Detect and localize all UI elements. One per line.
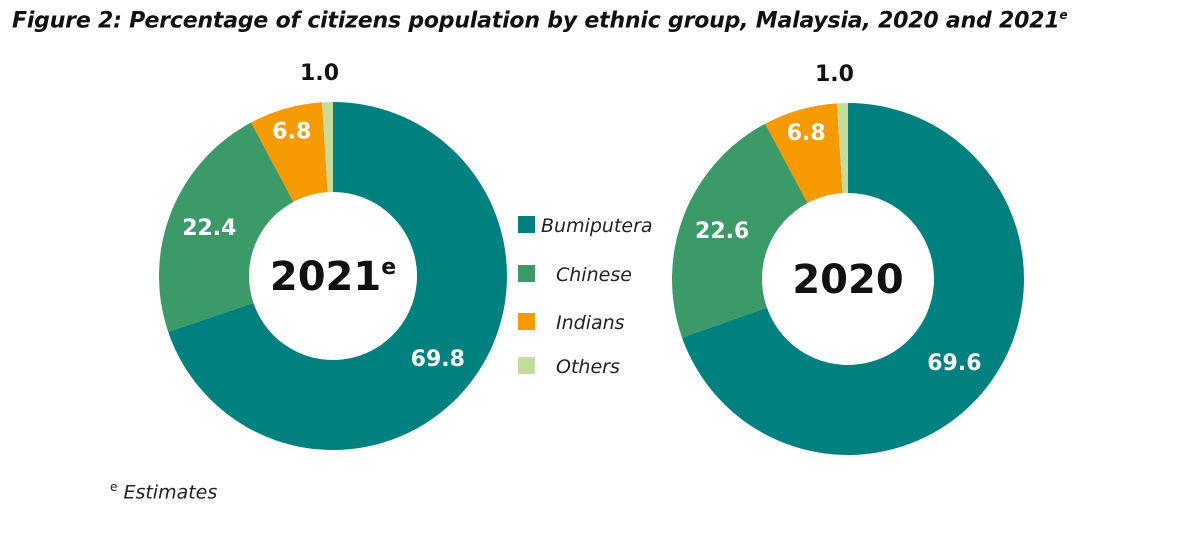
chart-title-superscript: e [1059,8,1068,22]
slice-chinese [672,123,808,338]
center-label: 2021e [270,254,396,300]
slice-indians [251,102,328,202]
legend-swatch-chinese [518,265,535,282]
slice-others [322,102,333,193]
slice-chinese [159,122,294,332]
slice-indians [765,103,843,204]
donut-2020: 69.6 22.6 6.8 1.0 2020 [672,62,1024,455]
legend: Bumiputera Chinese Indians Others [518,215,653,378]
legend-swatch-indians [518,313,535,330]
center-label: 2020 [792,257,903,303]
legend-label-others: Others [556,356,620,378]
slice-bumiputera [682,103,1024,455]
footnote-text: Estimates [123,481,218,504]
legend-swatch-others [518,357,535,374]
legend-label-bumiputera: Bumiputera [541,215,653,237]
data-label-bumiputera: 69.6 [927,351,981,376]
donut-2021: 69.8 22.4 6.8 1.0 2021e [159,61,507,450]
chart-title: Figure 2: Percentage of citizens populat… [12,8,1068,34]
data-label-chinese: 22.6 [695,219,749,244]
data-label-indians: 6.8 [787,121,826,146]
slice-bumiputera [168,102,507,450]
footnote: e Estimates [110,480,217,503]
legend-swatch-bumiputera [518,216,535,233]
legend-label-chinese: Chinese [556,264,632,286]
legend-label-indians: Indians [556,312,625,334]
data-label-chinese: 22.4 [182,216,236,241]
center-label-superscript: e [381,255,396,280]
data-label-bumiputera: 69.8 [411,347,465,372]
data-label-others: 1.0 [300,61,339,86]
data-label-indians: 6.8 [272,120,311,145]
slice-others [836,103,848,194]
data-label-others: 1.0 [815,62,854,87]
chart-title-text: Figure 2: Percentage of citizens populat… [12,8,1060,34]
footnote-superscript: e [110,480,118,494]
